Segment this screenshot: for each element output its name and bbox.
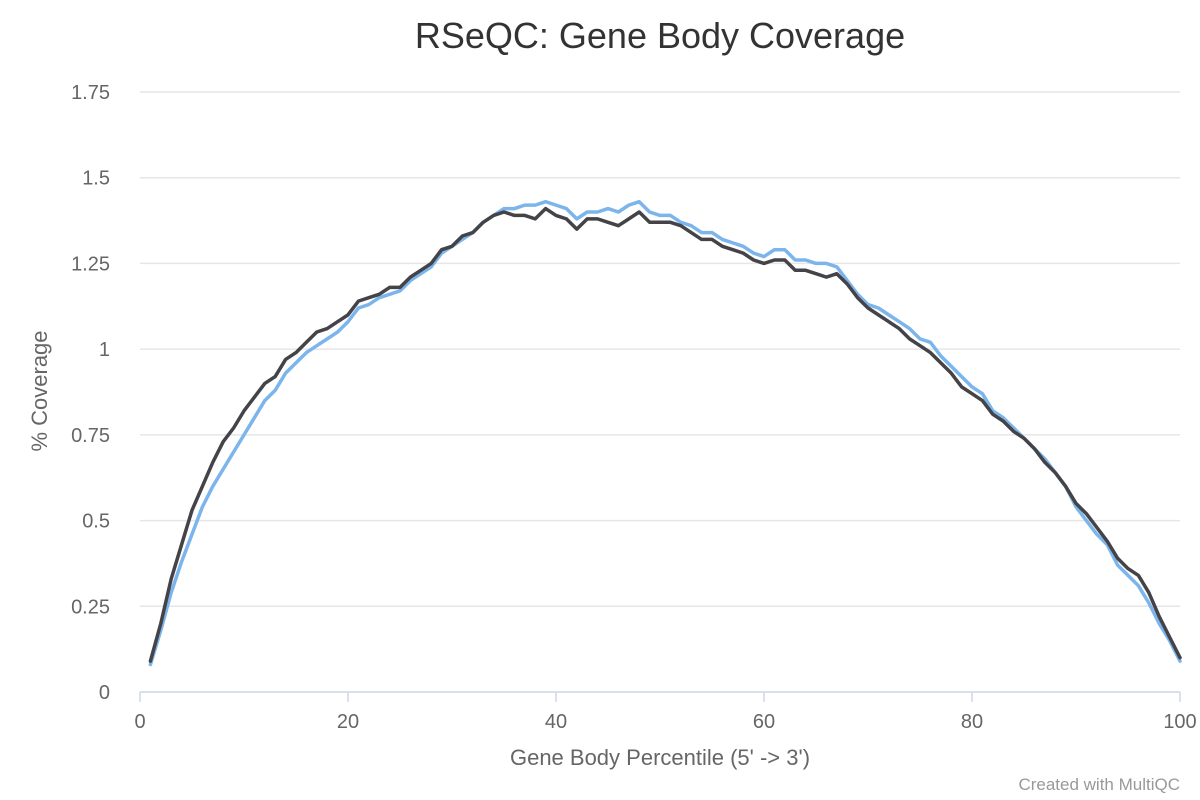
y-axis-title: % Coverage — [27, 330, 52, 451]
chart-title: RSeQC: Gene Body Coverage — [415, 15, 905, 56]
x-tick-label: 40 — [545, 711, 567, 733]
y-axis-ticks: 0 0.25 0.5 0.75 1 1.25 1.5 1.75 — [71, 82, 110, 704]
y-tick-label: 1.5 — [82, 168, 110, 190]
y-tick-label: 1.25 — [71, 253, 110, 275]
y-tick-label: 0.5 — [82, 511, 110, 533]
x-tick-label: 0 — [134, 711, 145, 733]
gridlines — [140, 91, 1180, 608]
y-tick-label: 0 — [99, 682, 110, 704]
x-tick-label: 60 — [753, 711, 775, 733]
x-tick-label: 80 — [961, 711, 983, 733]
series-line-1[interactable] — [148, 199, 1182, 667]
x-tick-label: 20 — [337, 711, 359, 733]
y-tick-label: 1 — [99, 339, 110, 361]
x-axis-title: Gene Body Percentile (5' -> 3') — [510, 745, 810, 770]
x-tick-label: 100 — [1163, 711, 1196, 733]
credit-label[interactable]: Created with MultiQC — [1018, 775, 1180, 794]
y-tick-label: 1.75 — [71, 82, 110, 104]
x-axis-ticks: 0 20 40 60 80 100 — [134, 692, 1197, 733]
y-tick-label: 0.75 — [71, 425, 110, 447]
series-line-2[interactable] — [148, 206, 1182, 663]
series-lines[interactable] — [148, 199, 1182, 667]
y-tick-label: 0.25 — [71, 596, 110, 618]
